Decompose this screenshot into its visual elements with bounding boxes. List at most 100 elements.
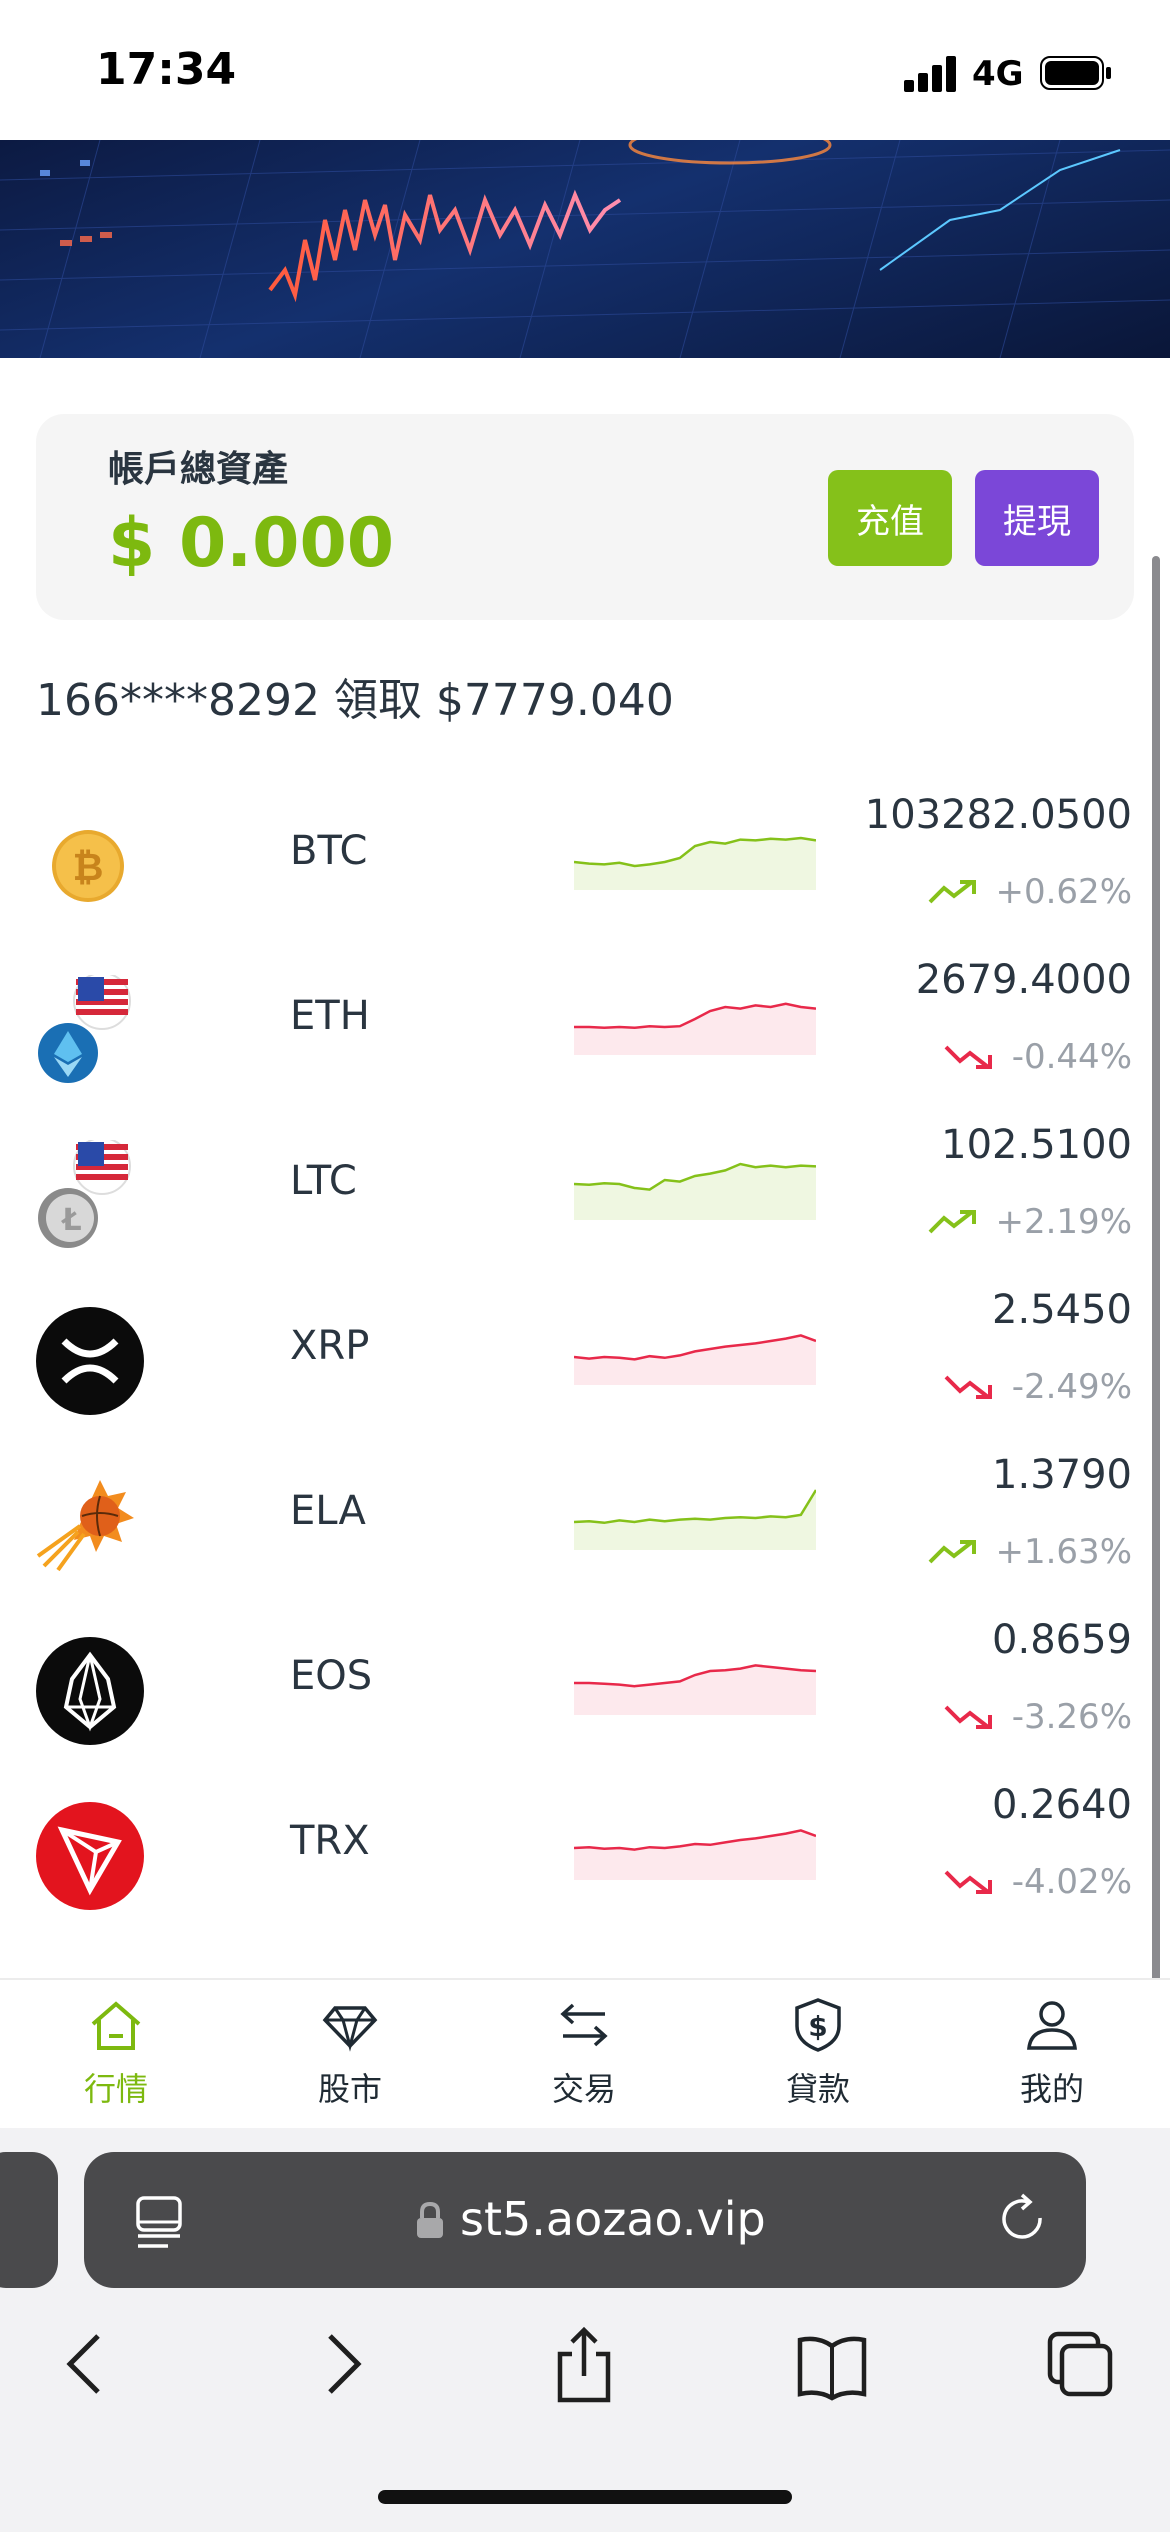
eos-icon <box>36 1637 144 1745</box>
tab-me[interactable]: 我的 <box>972 1996 1132 2110</box>
trend-up-icon <box>928 1210 976 1234</box>
sparkline <box>574 836 816 890</box>
sparkline-area <box>574 1830 816 1880</box>
svg-text:$: $ <box>808 2010 827 2043</box>
coin-change-value: -0.44% <box>1011 1037 1132 1077</box>
coin-price: 102.5100 <box>941 1122 1132 1168</box>
url-text: st5.aozao.vip <box>460 2192 766 2246</box>
coin-row[interactable]: Ł LTC 102.5100 +2.19% <box>0 1110 1170 1275</box>
back-icon[interactable] <box>52 2324 124 2404</box>
svg-text:Ł: Ł <box>60 1203 81 1238</box>
account-balance: $ 0.000 <box>108 504 395 583</box>
lock-icon <box>417 2201 443 2238</box>
sparkline-line <box>574 1829 816 1851</box>
swap-icon <box>560 2003 608 2047</box>
coin-change: +0.62% <box>928 872 1133 912</box>
tab-loan[interactable]: $ 貸款 <box>738 1996 898 2110</box>
status-time: 17:34 <box>96 44 237 95</box>
coin-change-value: +1.63% <box>995 1532 1133 1572</box>
sparkline <box>574 1489 816 1550</box>
coin-change-value: -3.26% <box>1011 1697 1132 1737</box>
coin-row[interactable]: ETH 2679.4000 -0.44% <box>0 945 1170 1110</box>
tabs-icon[interactable] <box>1044 2324 1116 2404</box>
sparkline <box>574 1002 816 1055</box>
deposit-button[interactable]: 充值 <box>828 470 952 566</box>
bitcoin-icon: ₿ <box>52 830 124 902</box>
trend-down-icon <box>944 1375 992 1399</box>
address-bar[interactable]: st5.aozao.vip <box>84 2152 1086 2288</box>
sparkline-area <box>574 838 816 890</box>
account-label: 帳戶總資產 <box>108 449 289 490</box>
svg-text:₿: ₿ <box>73 845 104 889</box>
trend-up-icon <box>928 880 976 904</box>
trend-down-icon <box>944 1705 992 1729</box>
coin-symbol: EOS <box>290 1653 373 1699</box>
coin-change: +2.19% <box>928 1202 1133 1242</box>
coin-symbol: LTC <box>290 1158 357 1204</box>
coin-price: 0.8659 <box>992 1617 1132 1663</box>
claim-notice: 166****8292 領取 $7779.040 <box>36 675 674 726</box>
coin-change: -0.44% <box>944 1037 1132 1077</box>
battery-icon <box>1040 56 1111 90</box>
tron-icon <box>36 1802 144 1910</box>
diamond-icon <box>322 2006 378 2052</box>
page-menu-icon[interactable] <box>134 2192 188 2250</box>
coin-change-value: -2.49% <box>1011 1367 1132 1407</box>
tab-label: 我的 <box>1019 2070 1084 2108</box>
sparkline-line <box>574 1664 816 1688</box>
tab-stocks[interactable]: 股市 <box>270 1996 430 2110</box>
bookmarks-icon[interactable] <box>796 2324 868 2404</box>
coin-row[interactable]: ELA 1.3790 +1.63% <box>0 1440 1170 1605</box>
coin-row[interactable]: ₿ BTC 103282.0500 +0.62% <box>0 780 1170 945</box>
share-icon[interactable] <box>548 2324 620 2404</box>
coin-change-value: -4.02% <box>1011 1862 1132 1902</box>
sparkline <box>574 1162 816 1220</box>
user-icon <box>1027 2001 1077 2050</box>
account-card: 帳戶總資產 $ 0.000 充值 提現 <box>36 414 1134 620</box>
tab-label: 貸款 <box>785 2070 850 2108</box>
coin-price: 103282.0500 <box>864 792 1132 838</box>
tab-trade[interactable]: 交易 <box>504 1996 664 2110</box>
ela-icon <box>36 1480 134 1572</box>
coin-change: -2.49% <box>944 1367 1132 1407</box>
coin-row[interactable]: EOS 0.8659 -3.26% <box>0 1605 1170 1770</box>
coin-row[interactable]: TRX 0.2640 -4.02% <box>0 1770 1170 1935</box>
sparkline-area <box>574 1003 816 1055</box>
coin-row[interactable]: XRP 2.5450 -2.49% <box>0 1275 1170 1440</box>
coin-symbol: TRX <box>290 1818 370 1864</box>
tab-label: 股市 <box>317 2070 382 2108</box>
sparkline <box>574 1829 816 1880</box>
tab-label: 行情 <box>83 2070 148 2108</box>
network-type: 4G <box>972 54 1024 94</box>
coin-change-value: +2.19% <box>995 1202 1133 1242</box>
sparkline-area <box>574 1335 816 1385</box>
sparkline <box>574 1664 816 1715</box>
coin-price: 2679.4000 <box>915 957 1132 1003</box>
bottom-tab-bar: 行情 股市 交易 $ 貸款 我的 <box>0 1978 1170 2128</box>
scrollbar[interactable] <box>1152 556 1160 2116</box>
promo-banner[interactable] <box>0 140 1170 358</box>
sparkline-area <box>574 1164 816 1220</box>
coin-change: -3.26% <box>944 1697 1132 1737</box>
withdraw-button[interactable]: 提現 <box>975 470 1099 566</box>
chart-banner-image <box>0 140 1170 358</box>
status-bar: 17:34 4G <box>0 0 1170 140</box>
coin-change-value: +0.62% <box>995 872 1133 912</box>
coin-price: 1.3790 <box>992 1452 1132 1498</box>
sparkline-line <box>574 836 816 868</box>
coin-symbol: ELA <box>290 1488 366 1534</box>
coin-symbol: XRP <box>290 1323 370 1369</box>
shield-dollar-icon: $ <box>795 1998 841 2052</box>
forward-icon[interactable] <box>304 2324 376 2404</box>
trend-up-icon <box>928 1540 976 1564</box>
home-icon <box>91 2001 141 2050</box>
previous-tab-preview[interactable] <box>0 2152 58 2288</box>
litecoin-icon: Ł <box>38 1140 131 1248</box>
coin-change: -4.02% <box>944 1862 1132 1902</box>
tab-market[interactable]: 行情 <box>36 1996 196 2110</box>
browser-toolbar: st5.aozao.vip <box>0 2128 1170 2532</box>
trend-down-icon <box>944 1045 992 1069</box>
ethereum-icon <box>38 975 131 1083</box>
reload-icon[interactable] <box>996 2192 1052 2248</box>
home-indicator <box>378 2490 792 2504</box>
